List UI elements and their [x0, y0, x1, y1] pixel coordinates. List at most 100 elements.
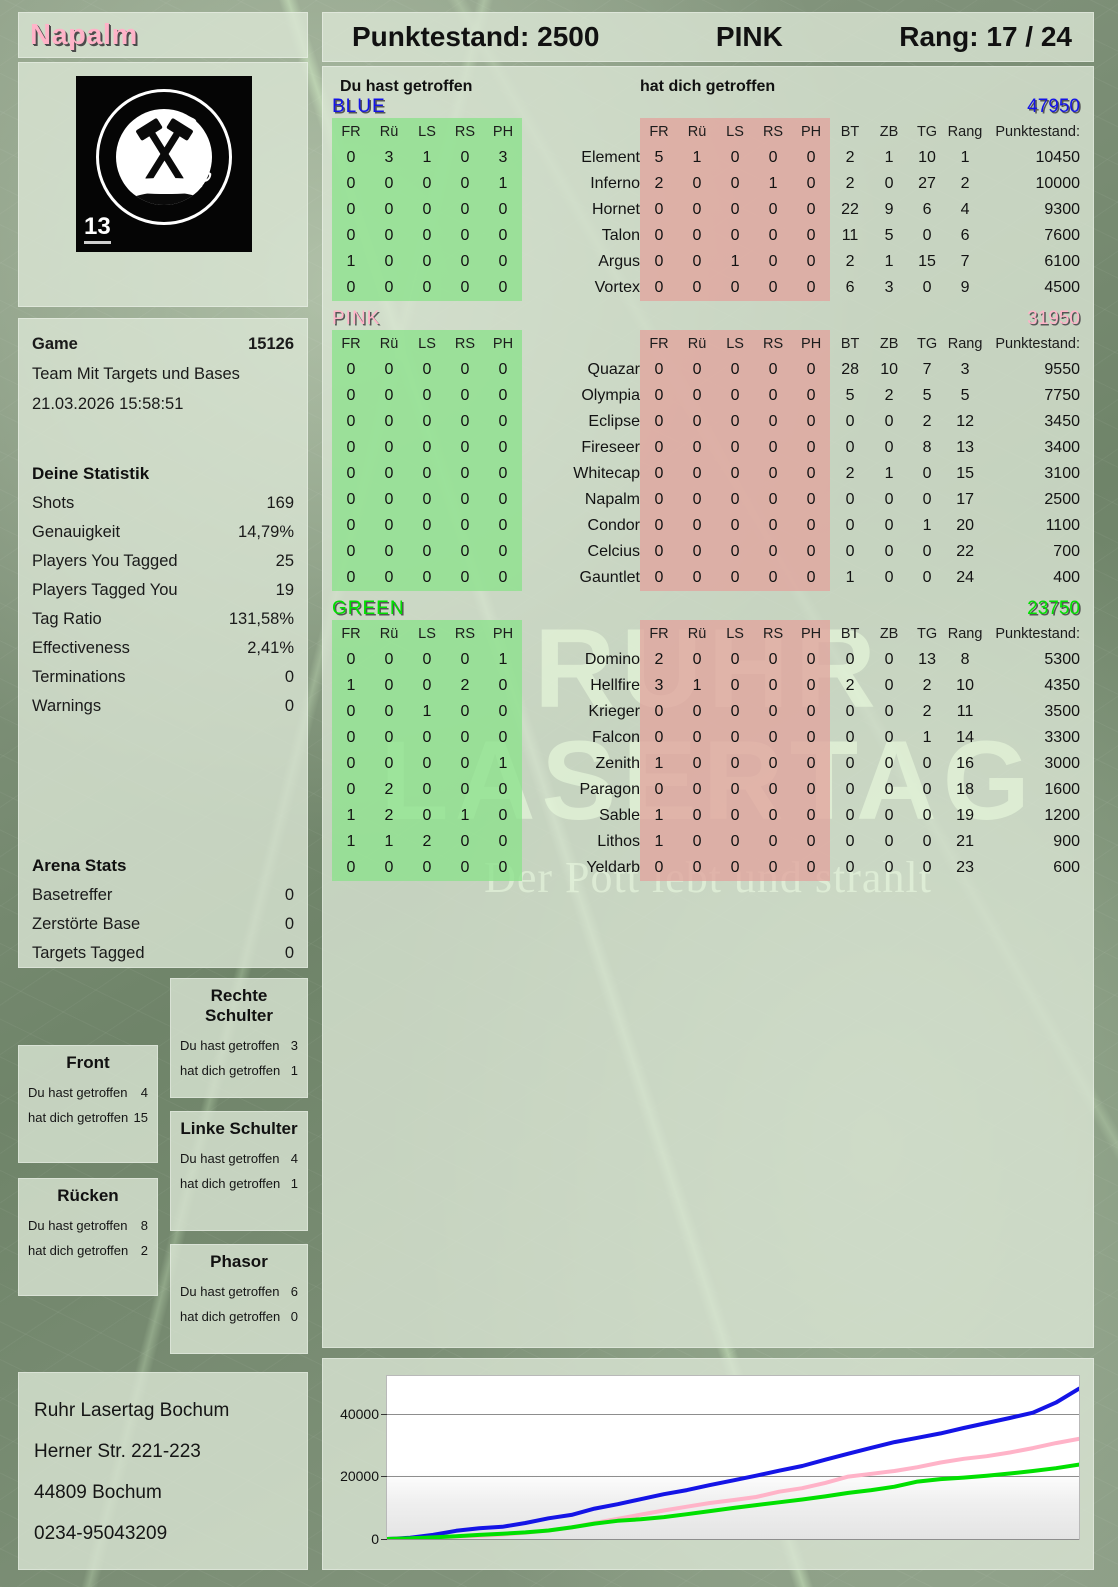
got-LS: 0 — [716, 673, 755, 699]
player-row[interactable]: 0 0 0 0 0 Fireseer 0 0 0 0 0 0 0 8 13 3400 — [332, 435, 1080, 461]
player-row[interactable]: 0 0 0 0 0 Gauntlet 0 0 0 0 0 1 0 0 24 400 — [332, 565, 1080, 591]
cell-zb: 0 — [884, 491, 894, 508]
got-LS: 0 — [716, 145, 755, 171]
player-name-cell: Talon — [601, 227, 640, 244]
hit-PH: 0 — [484, 539, 522, 565]
hit-LS: 0 — [408, 487, 446, 513]
col-header-hit-FR: FR — [332, 620, 370, 647]
cell-tg: 0 — [922, 755, 932, 772]
hit-PH: 0 — [484, 777, 522, 803]
player-row[interactable]: 0 0 0 0 1 Domino 2 0 0 0 0 0 0 13 8 5300 — [332, 647, 1080, 673]
cell-bt: 1 — [845, 569, 855, 586]
player-row[interactable]: 0 0 0 0 0 Yeldarb 0 0 0 0 0 0 0 0 23 600 — [332, 855, 1080, 881]
player-row[interactable]: 0 2 0 0 0 Paragon 0 0 0 0 0 0 0 0 18 1600 — [332, 777, 1080, 803]
hit-Rü: 0 — [370, 539, 408, 565]
hit-LS: 0 — [408, 565, 446, 591]
hit-FR: 0 — [332, 855, 370, 881]
got-FR: 5 — [640, 145, 678, 171]
col-header-ZB: ZB — [879, 625, 899, 642]
player-name-cell: Hellfire — [590, 677, 640, 694]
col-header-hit-LS: LS — [408, 620, 446, 647]
hit-FR: 0 — [332, 435, 370, 461]
chart-wrap: 0 20000 40000 — [340, 1375, 1080, 1552]
arena-row-label: Targets Tagged — [32, 944, 145, 962]
player-row[interactable]: 1 1 2 0 0 Lithos 1 0 0 0 0 0 0 0 21 900 — [332, 829, 1080, 855]
player-row[interactable]: 0 0 0 0 1 Inferno 2 0 0 1 0 2 0 27 2 10000 — [332, 171, 1080, 197]
hit-FR: 0 — [332, 487, 370, 513]
logo-ring: RUHR LASERTAG — [96, 88, 232, 225]
player-row[interactable]: 0 0 0 0 0 Quazar 0 0 0 0 0 28 10 7 3 9550 — [332, 357, 1080, 383]
cell-score: 2500 — [1044, 491, 1080, 508]
col-header-name — [522, 620, 640, 647]
hit-Rü: 0 — [370, 565, 408, 591]
cell-rang: 10 — [956, 677, 974, 694]
player-name-cell: Lithos — [597, 833, 640, 850]
zone-got-label: hat dich getroffen — [180, 1309, 281, 1324]
cell-rang: 15 — [956, 465, 974, 482]
player-row[interactable]: 0 0 0 0 0 Eclipse 0 0 0 0 0 0 0 2 12 3450 — [332, 409, 1080, 435]
got-PH: 0 — [792, 673, 831, 699]
player-row[interactable]: 0 0 0 0 0 Vortex 0 0 0 0 0 6 3 0 9 4500 — [332, 275, 1080, 301]
got-PH: 0 — [792, 777, 831, 803]
got-LS: 0 — [716, 435, 755, 461]
got-FR: 2 — [640, 647, 678, 673]
got-FR: 0 — [640, 435, 678, 461]
got-LS: 0 — [716, 461, 755, 487]
got-LS: 1 — [716, 249, 755, 275]
player-row[interactable]: 1 0 0 0 0 Argus 0 0 1 0 0 2 1 15 7 6100 — [332, 249, 1080, 275]
player-row[interactable]: 0 0 0 0 0 Olympia 0 0 0 0 0 5 2 5 5 7750 — [332, 383, 1080, 409]
hit-LS: 0 — [408, 275, 446, 301]
stat-row-label: Shots — [32, 494, 75, 512]
cell-rang: 9 — [960, 279, 970, 296]
col-header-TG: TG — [917, 335, 938, 352]
hit-PH: 0 — [484, 855, 522, 881]
player-row[interactable]: 0 3 1 0 3 Element 5 1 0 0 0 2 1 10 1 10450 — [332, 145, 1080, 171]
arena-row-value: 0 — [284, 886, 294, 904]
cell-score: 1100 — [1045, 517, 1080, 534]
player-row[interactable]: 0 0 0 0 0 Falcon 0 0 0 0 0 0 0 1 14 3300 — [332, 725, 1080, 751]
player-row[interactable]: 0 0 0 0 0 Napalm 0 0 0 0 0 0 0 0 17 2500 — [332, 487, 1080, 513]
col-header-hit-RS: RS — [446, 118, 484, 145]
cell-tg: 5 — [922, 387, 932, 404]
player-row[interactable]: 0 0 1 0 0 Krieger 0 0 0 0 0 0 0 2 11 3500 — [332, 699, 1080, 725]
got-PH: 0 — [792, 513, 831, 539]
hit-RS: 0 — [446, 725, 484, 751]
cell-zb: 3 — [884, 279, 894, 296]
cell-rang: 14 — [956, 729, 974, 746]
player-row[interactable]: 1 2 0 1 0 Sable 1 0 0 0 0 0 0 0 19 1200 — [332, 803, 1080, 829]
player-row[interactable]: 0 0 0 0 0 Hornet 0 0 0 0 0 22 9 6 4 9300 — [332, 197, 1080, 223]
col-header-hit-FR: FR — [332, 330, 370, 357]
zone-hit-value: 6 — [290, 1284, 298, 1299]
zone-title: Phasor — [210, 1252, 268, 1271]
cell-rang: 16 — [956, 755, 974, 772]
got-Rü: 0 — [678, 751, 717, 777]
chart-series-pink — [387, 1436, 1079, 1539]
player-row[interactable]: 0 0 0 0 0 Celcius 0 0 0 0 0 0 0 0 22 700 — [332, 539, 1080, 565]
got-Rü: 0 — [678, 699, 717, 725]
cell-tg: 15 — [918, 253, 936, 270]
player-row[interactable]: 0 0 0 0 0 Whitecap 0 0 0 0 0 2 1 0 15 3100 — [332, 461, 1080, 487]
personal-stats-list: Shots 169 Genauigkeit 14,79% Players You Tag… — [32, 489, 294, 721]
cell-bt: 0 — [845, 781, 855, 798]
player-name-cell: Element — [581, 149, 640, 166]
hit-PH: 0 — [484, 409, 522, 435]
player-row[interactable]: 0 0 0 0 1 Zenith 1 0 0 0 0 0 0 0 16 3000 — [332, 751, 1080, 777]
team-header-row: BLUE 47950 — [332, 96, 1080, 118]
hit-PH: 0 — [484, 223, 522, 249]
player-row[interactable]: 0 0 0 0 0 Condor 0 0 0 0 0 0 0 1 20 1100 — [332, 513, 1080, 539]
zone-hit-label: Du hast getroffen — [180, 1284, 280, 1299]
cell-bt: 0 — [845, 517, 855, 534]
cell-zb: 5 — [884, 227, 894, 244]
ruhr-lasertag-logo: RUHR LASERTAG 13 — [76, 76, 252, 252]
player-row[interactable]: 1 0 0 2 0 Hellfire 3 1 0 0 0 2 0 2 10 4350 — [332, 673, 1080, 699]
arena-stats-list: Basetreffer 0 Zerstörte Base 0 Targets Tagge… — [32, 881, 294, 968]
player-name-cell: Vortex — [594, 279, 640, 296]
col-header-Rang: Rang — [947, 123, 983, 140]
got-RS: 0 — [754, 145, 793, 171]
hit-PH: 0 — [484, 461, 522, 487]
player-row[interactable]: 0 0 0 0 0 Talon 0 0 0 0 0 11 5 0 6 7600 — [332, 223, 1080, 249]
hit-PH: 0 — [484, 249, 522, 275]
col-header-hit-LS: LS — [408, 118, 446, 145]
team-table-blue: BLUE 47950 FR Rü LS RS PH FR Rü LS RS PH BT ZB TG Rang P… — [332, 96, 1080, 308]
wave-shape — [116, 191, 212, 205]
